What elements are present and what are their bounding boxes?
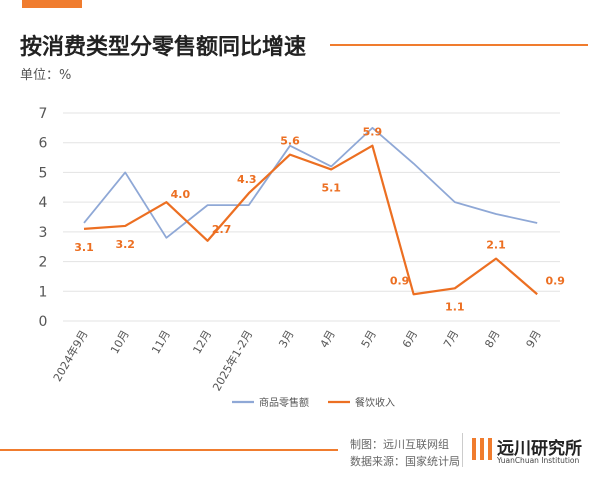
x-tick-label: 8月	[482, 328, 502, 350]
x-tick-label: 3月	[276, 328, 296, 350]
data-label: 0.9	[545, 274, 565, 287]
data-label: 4.3	[237, 173, 257, 186]
data-label: 1.1	[445, 300, 465, 313]
x-tick-label: 6月	[400, 328, 420, 350]
x-tick-label: 11月	[149, 328, 173, 356]
y-tick-label: 5	[39, 165, 48, 181]
x-tick-label: 10月	[108, 328, 132, 356]
y-tick-label: 7	[39, 106, 48, 122]
maker-credit: 制图：远川互联网组	[350, 438, 449, 451]
brand-name: 远川研究所	[497, 439, 582, 459]
x-tick-label: 2024年9月	[50, 328, 91, 384]
data-label: 4.0	[171, 188, 191, 201]
data-label: 5.9	[363, 126, 383, 139]
y-tick-label: 1	[39, 284, 48, 300]
accent-bar	[22, 0, 82, 8]
footer-divider	[462, 433, 463, 467]
x-tick-label: 7月	[441, 328, 461, 350]
data-label: 2.1	[486, 239, 506, 252]
legend-label: 餐饮收入	[355, 396, 395, 409]
brand-name-en: YuanChuan Institution	[497, 456, 580, 465]
y-tick-label: 0	[39, 314, 48, 330]
data-label: 3.1	[74, 241, 94, 254]
footer-rule	[0, 449, 338, 451]
unit-label: 单位：%	[20, 68, 72, 83]
y-tick-label: 3	[39, 225, 48, 241]
chart-title: 按消费类型分零售额同比增速	[20, 35, 307, 60]
x-tick-label: 12月	[190, 328, 214, 356]
brand-logo-icon	[472, 438, 492, 460]
data-source: 数据来源：国家统计局	[350, 455, 460, 468]
legend-label: 商品零售额	[259, 396, 309, 409]
y-tick-label: 2	[39, 255, 48, 271]
x-tick-label: 4月	[318, 328, 338, 350]
data-label: 5.1	[321, 181, 341, 194]
x-tick-label: 5月	[359, 328, 379, 350]
series-line-catering	[83, 144, 538, 296]
y-tick-label: 4	[39, 195, 48, 211]
x-tick-label: 9月	[524, 328, 544, 350]
data-label: 0.9	[390, 274, 410, 287]
series-line-retail	[83, 126, 538, 239]
y-tick-label: 6	[39, 136, 48, 152]
data-label: 2.7	[212, 223, 232, 236]
x-tick-label: 2025年1-2月	[209, 328, 255, 394]
data-label: 3.2	[115, 238, 135, 251]
data-label: 5.6	[280, 135, 300, 148]
title-rule	[330, 44, 588, 46]
